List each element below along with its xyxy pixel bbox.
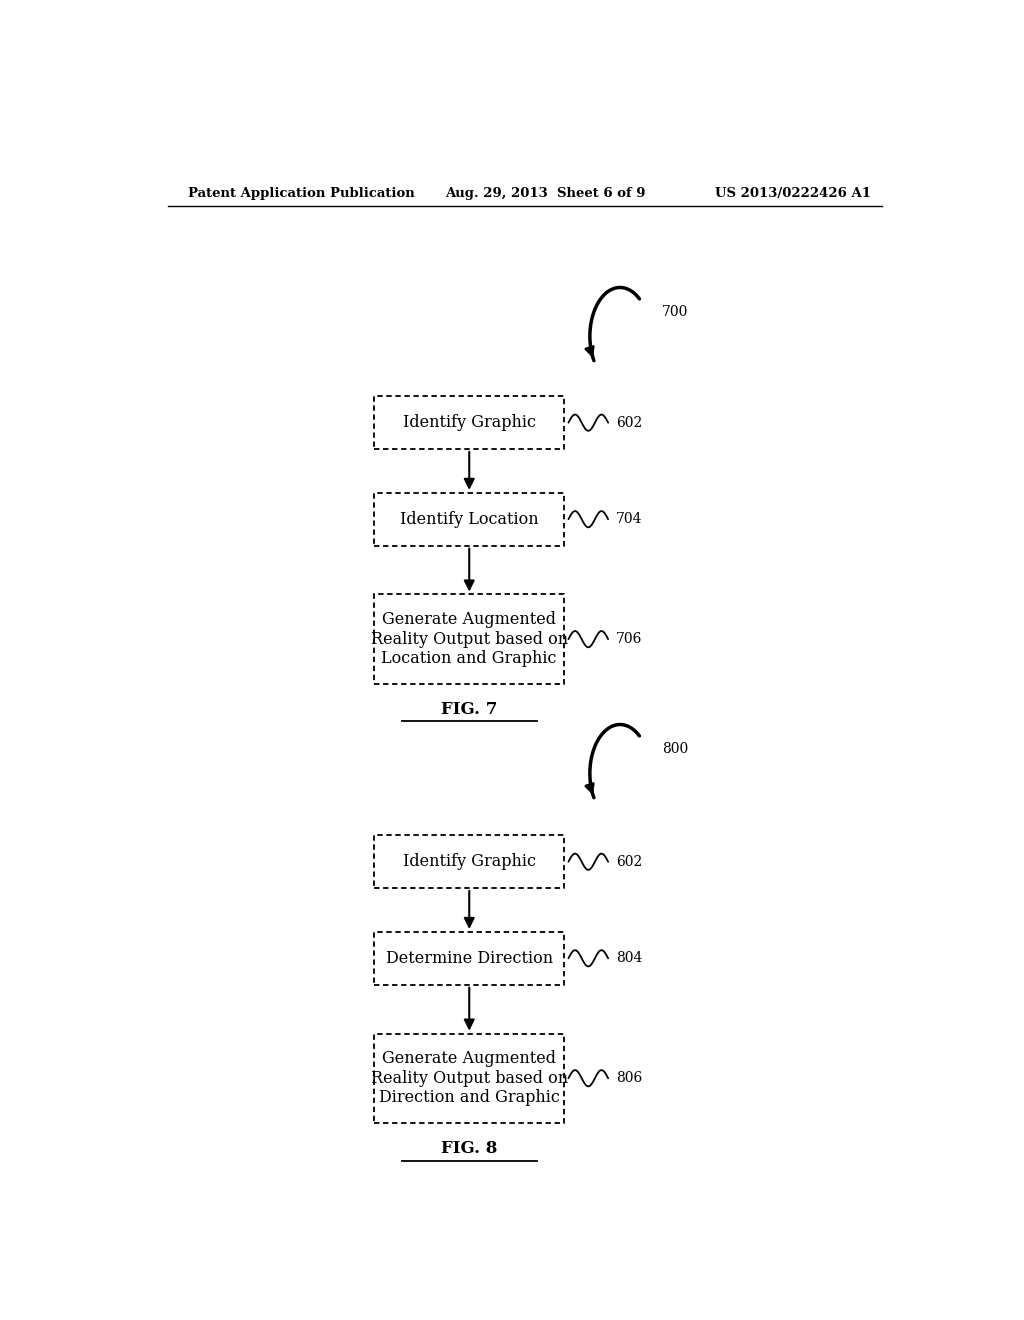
Text: Identify Graphic: Identify Graphic [402,853,536,870]
Text: 806: 806 [616,1072,642,1085]
Text: 704: 704 [616,512,643,527]
Text: FIG. 7: FIG. 7 [441,701,498,718]
Text: 804: 804 [616,952,642,965]
Text: 602: 602 [616,855,642,869]
Text: US 2013/0222426 A1: US 2013/0222426 A1 [715,187,871,201]
Text: Identify Location: Identify Location [400,511,539,528]
Text: Generate Augmented
Reality Output based on
Location and Graphic: Generate Augmented Reality Output based … [371,611,568,667]
Text: Determine Direction: Determine Direction [386,950,553,966]
Bar [374,492,564,545]
Bar [374,932,564,985]
Text: Patent Application Publication: Patent Application Publication [187,187,415,201]
Bar [374,594,564,684]
Bar [374,1034,564,1123]
Text: 602: 602 [616,416,642,430]
Text: 706: 706 [616,632,642,647]
Bar [374,836,564,888]
Text: Generate Augmented
Reality Output based on
Direction and Graphic: Generate Augmented Reality Output based … [371,1051,568,1106]
Bar [374,396,564,449]
Text: FIG. 8: FIG. 8 [441,1140,498,1156]
Text: 700: 700 [663,305,688,319]
Text: 800: 800 [663,742,688,756]
Text: Aug. 29, 2013  Sheet 6 of 9: Aug. 29, 2013 Sheet 6 of 9 [445,187,646,201]
Text: Identify Graphic: Identify Graphic [402,414,536,432]
